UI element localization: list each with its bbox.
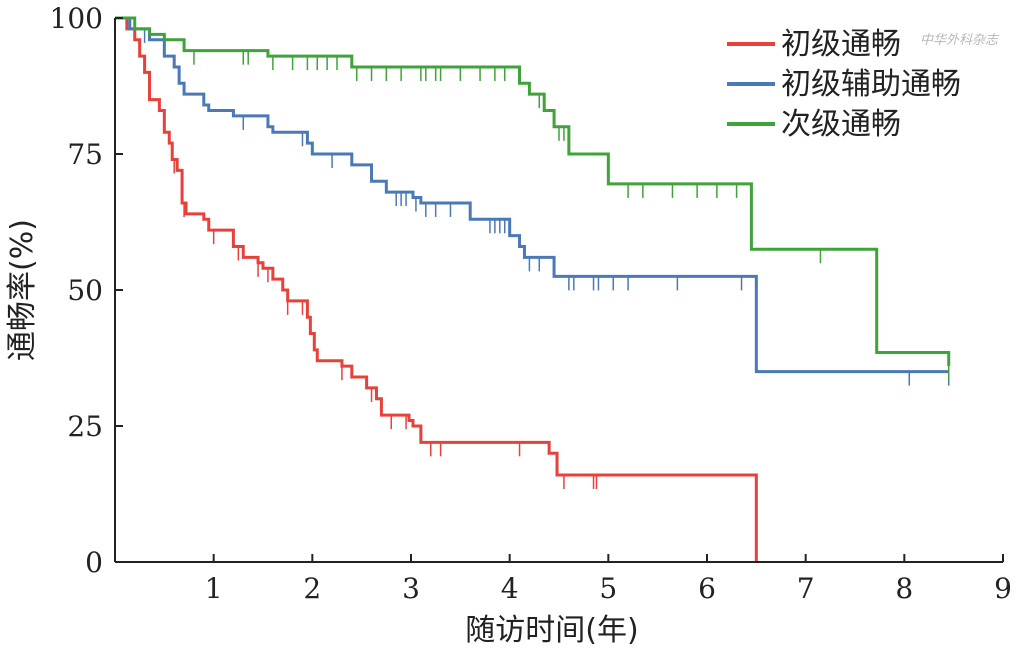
x-tick-label: 2 (303, 572, 321, 605)
y-tick-label: 100 (50, 2, 103, 35)
x-tick-label: 3 (402, 572, 420, 605)
y-axis-title: 通畅率(%) (5, 219, 40, 361)
x-tick-label: 8 (895, 572, 913, 605)
legend-label: 初级辅助通畅 (781, 67, 961, 102)
x-tick-label: 5 (599, 572, 617, 605)
x-tick-label: 7 (797, 572, 815, 605)
watermark: 中华外科杂志 (920, 33, 1000, 48)
series-line-0 (115, 16, 758, 562)
x-tick-label: 1 (205, 572, 223, 605)
series-line-2 (115, 16, 951, 367)
x-tick-label: 6 (698, 572, 716, 605)
y-tick-label: 0 (85, 546, 103, 579)
y-tick-label: 50 (67, 274, 103, 307)
y-tick-label: 75 (67, 138, 103, 171)
y-tick-label: 25 (67, 410, 103, 443)
x-tick-label: 9 (994, 572, 1012, 605)
legend-label: 初级通畅 (781, 27, 901, 62)
legend-label: 次级通畅 (781, 107, 901, 142)
x-axis-title: 随访时间(年) (465, 613, 638, 648)
series-layer (115, 16, 951, 562)
ticks: 1 2 3 4 5 6 7 8 9 0 25 50 75 100 (50, 2, 1012, 605)
x-tick-label: 4 (501, 572, 519, 605)
series-line-1 (115, 16, 949, 374)
